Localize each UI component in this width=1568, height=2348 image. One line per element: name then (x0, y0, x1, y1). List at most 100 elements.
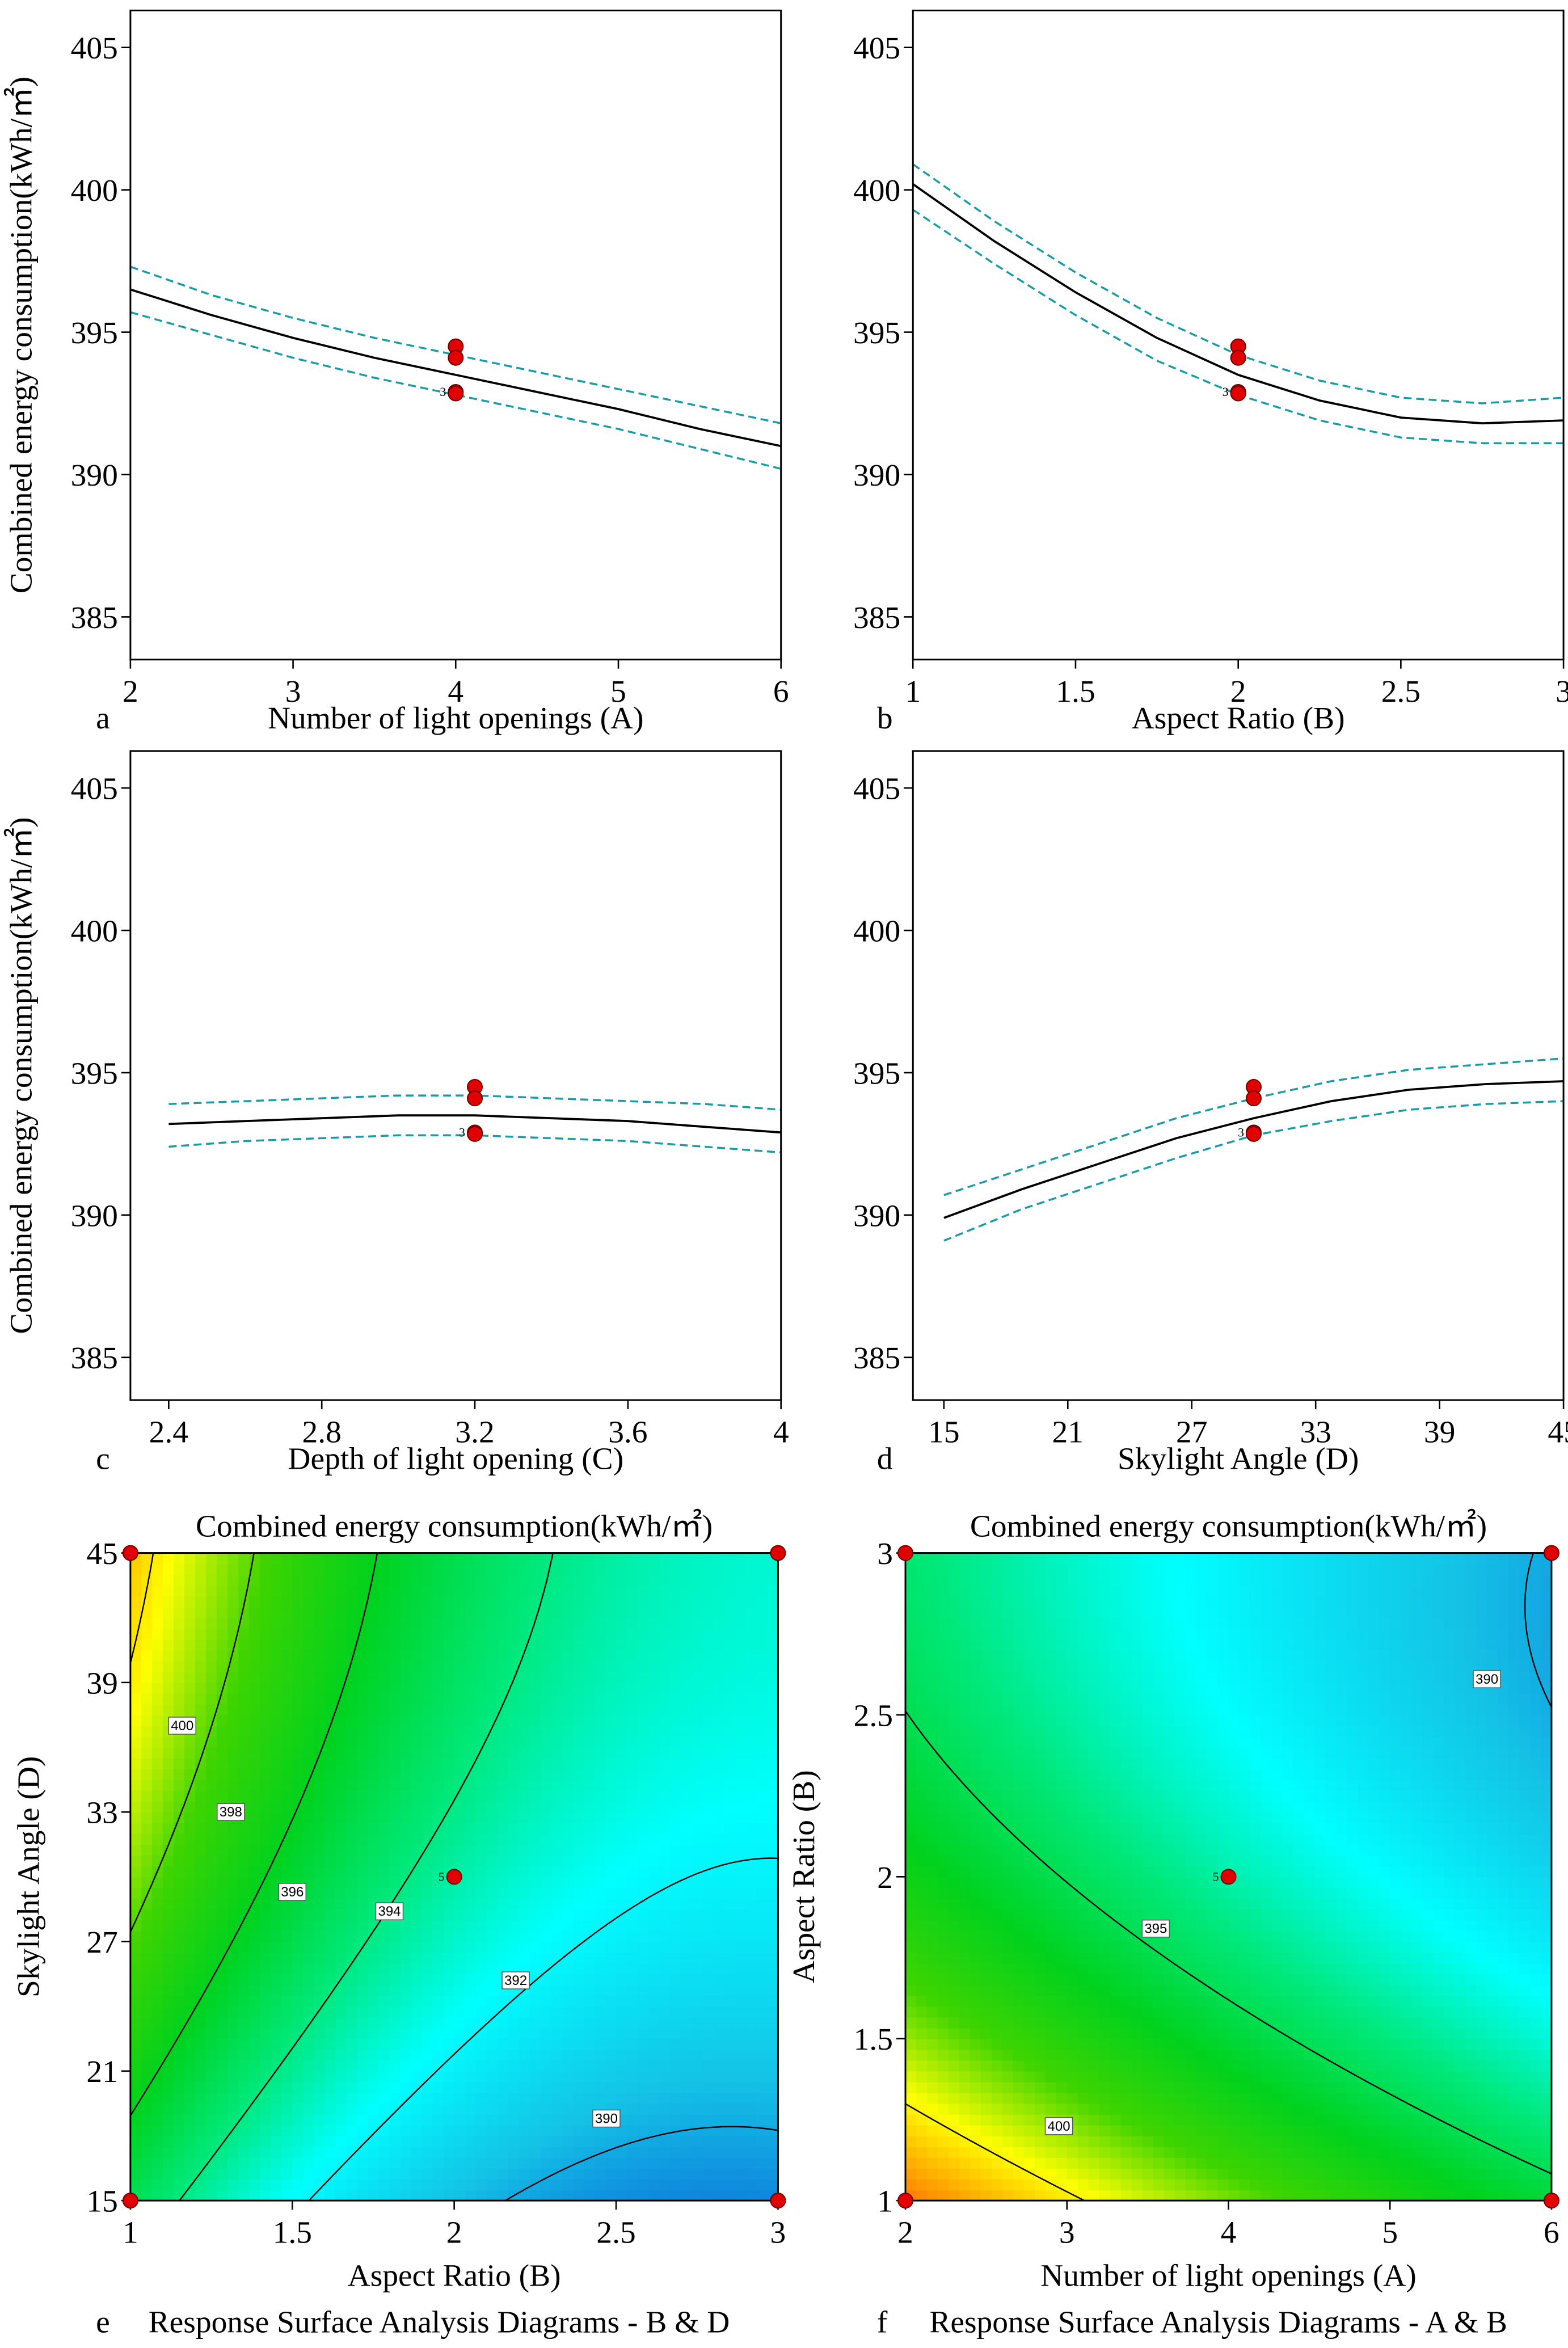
heatmap-cell (174, 1747, 185, 1759)
heatmap-cell (627, 1671, 638, 1683)
heatmap-cell (1013, 1725, 1025, 1737)
heatmap-cell (1077, 1855, 1089, 1867)
heatmap-cell (378, 1963, 390, 1975)
heatmap-cell (346, 2157, 358, 2169)
heatmap-cell (937, 1671, 949, 1683)
heatmap-cell (670, 1898, 681, 1910)
heatmap-cell (767, 2081, 779, 2093)
heatmap-cell (916, 2049, 928, 2061)
heatmap-cell (421, 1930, 433, 1942)
heatmap-cell (271, 1650, 283, 1662)
heatmap-cell (562, 1607, 574, 1618)
heatmap-cell (497, 1866, 509, 1878)
heatmap-cell (389, 1650, 401, 1662)
heatmap-cell (184, 1823, 196, 1835)
heatmap-cell (1099, 1898, 1111, 1910)
heatmap-cell (346, 1563, 358, 1575)
heatmap-cell (443, 1628, 455, 1640)
heatmap-cell (702, 1898, 714, 1910)
heatmap-cell (271, 1693, 283, 1705)
heatmap-cell (508, 2092, 520, 2104)
heatmap-cell (357, 2157, 369, 2169)
heatmap-cell (627, 1607, 638, 1618)
heatmap-cell (335, 1812, 347, 1824)
heatmap-cell (756, 2017, 768, 2029)
heatmap-cell (970, 1747, 981, 1759)
heatmap-cell (368, 1952, 380, 1964)
heatmap-cell (756, 1747, 768, 1759)
heatmap-cell (529, 1909, 541, 1921)
heatmap-cell (1067, 1920, 1078, 1932)
heatmap-cell (572, 1844, 584, 1856)
heatmap-cell (959, 2017, 971, 2029)
heatmap-cell (184, 1693, 196, 1705)
heatmap-cell (303, 1660, 315, 1672)
heatmap-cell (713, 1650, 725, 1662)
heatmap-cell (314, 1585, 326, 1597)
heatmap-cell (217, 1877, 228, 1888)
heatmap-cell (1099, 1963, 1111, 1975)
heatmap-cell (378, 1844, 390, 1856)
heatmap-cell (141, 1833, 153, 1845)
heatmap-cell (702, 1725, 714, 1737)
heatmap-cell (421, 1866, 433, 1878)
heatmap-cell (756, 1596, 768, 1608)
heatmap-cell (271, 1660, 283, 1672)
heatmap-cell (1045, 1736, 1057, 1748)
heatmap-cell (465, 1704, 477, 1715)
heatmap-cell (1034, 2049, 1046, 2061)
heatmap-cell (260, 2179, 272, 2190)
heatmap-cell (948, 1693, 960, 1705)
heatmap-cell (1034, 2135, 1046, 2147)
heatmap-cell (948, 1844, 960, 1856)
heatmap-cell (1088, 1780, 1100, 1791)
heatmap-cell (756, 1758, 768, 1769)
heatmap-cell (1088, 1866, 1100, 1878)
heatmap-cell (206, 1833, 217, 1845)
heatmap-cell (991, 1617, 1003, 1629)
heatmap-cell (335, 1628, 347, 1640)
heatmap-cell (238, 1909, 250, 1921)
heatmap-cell (627, 1704, 638, 1715)
heatmap-cell (713, 1812, 725, 1824)
heatmap-cell (475, 2114, 487, 2126)
heatmap-cell (227, 1596, 239, 1608)
heatmap-cell (1056, 1995, 1068, 2007)
heatmap-cell (162, 1855, 174, 1867)
heatmap-cell (605, 1887, 617, 1899)
heatmap-cell (217, 1747, 228, 1759)
heatmap-cell (756, 1920, 768, 1932)
heatmap-cell (141, 1812, 153, 1824)
heatmap-cell (162, 2017, 174, 2029)
heatmap-cell (937, 2168, 949, 2180)
heatmap-cell (1110, 1639, 1122, 1651)
heatmap-cell (713, 2146, 725, 2158)
heatmap-cell (206, 2038, 217, 2050)
heatmap-cell (238, 1607, 250, 1618)
heatmap-cell (454, 2146, 466, 2158)
heatmap-cell (475, 1714, 487, 1726)
heatmap-cell (638, 1639, 649, 1651)
heatmap-cell (551, 2135, 563, 2147)
heatmap-cell (303, 1833, 315, 1845)
heatmap-cell (378, 1930, 390, 1942)
heatmap-cell (465, 2038, 477, 2050)
heatmap-cell (638, 1984, 649, 1996)
heatmap-cell (465, 1877, 477, 1888)
heatmap-cell (389, 1866, 401, 1878)
heatmap-cell (562, 1866, 574, 1878)
heatmap-cell (1067, 2060, 1078, 2072)
heatmap-cell (411, 1844, 423, 1856)
heatmap-cell (540, 1704, 552, 1715)
heatmap-cell (529, 1596, 541, 1608)
heatmap-cell (400, 2103, 412, 2115)
heatmap-cell (991, 1682, 1003, 1694)
heatmap-cell (475, 1909, 487, 1921)
heatmap-cell (927, 1823, 938, 1835)
heatmap-cell (767, 1877, 779, 1888)
heatmap-cell (314, 1898, 326, 1910)
heatmap-cell (572, 1736, 584, 1748)
heatmap-cell (174, 2157, 185, 2169)
heatmap-cell (389, 1769, 401, 1780)
heatmap-cell (713, 2038, 725, 2050)
